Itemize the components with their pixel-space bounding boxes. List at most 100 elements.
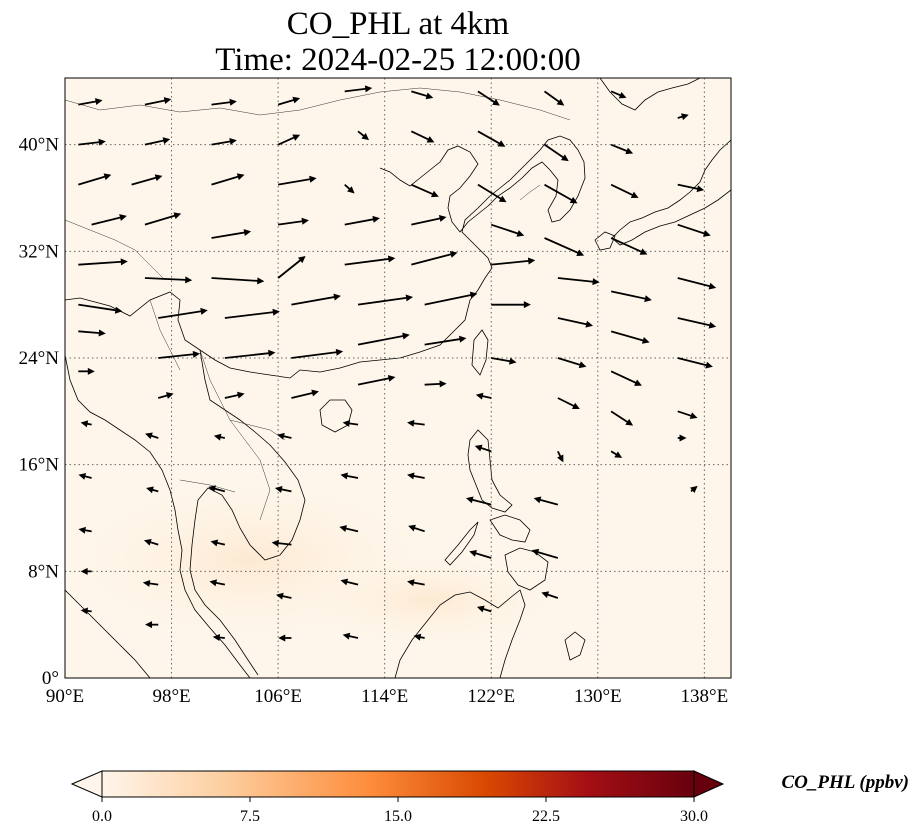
wind-arrow — [474, 444, 492, 453]
wind-arrow — [213, 433, 226, 441]
wind-arrow — [407, 472, 425, 480]
wind-arrow-shaft — [469, 498, 492, 506]
wind-arrow-shaft — [78, 303, 119, 312]
wind-arrow-head — [95, 98, 103, 105]
wind-arrow — [277, 134, 301, 146]
wind-arrow-head — [78, 526, 86, 534]
wind-arrow — [277, 256, 306, 279]
wind-arrow-head — [407, 472, 415, 480]
wind-arrow-head — [405, 294, 414, 302]
wind-arrow-shaft — [677, 183, 701, 191]
wind-arrow-head — [145, 432, 153, 440]
x-tick-label: 130°E — [574, 686, 622, 707]
wind-arrow-head — [690, 485, 698, 494]
wind-arrow — [342, 419, 359, 427]
x-tick-label: 114°E — [361, 686, 408, 707]
wind-arrow-shaft — [557, 357, 583, 367]
wind-arrow-shaft — [677, 317, 713, 327]
wind-arrow-head — [425, 92, 434, 100]
wind-arrow — [340, 472, 359, 480]
wind-arrow — [544, 143, 569, 162]
x-tick-label: 90°E — [46, 686, 84, 707]
wind-arrow-head — [185, 276, 193, 284]
wind-arrow — [131, 174, 163, 186]
wind-arrow — [276, 592, 292, 600]
wind-arrow-head — [465, 496, 474, 504]
wind-arrow-head — [78, 473, 87, 480]
wind-arrow-head — [625, 418, 634, 426]
wind-arrow — [357, 130, 370, 141]
wind-arrow — [78, 329, 106, 337]
wind-arrow-head — [200, 307, 208, 315]
wind-arrow-head — [523, 301, 531, 309]
wind-arrow-shaft — [277, 219, 306, 226]
y-tick-label: 16°N — [19, 455, 60, 476]
wind-arrow-head — [213, 433, 222, 441]
wind-arrow-head — [162, 137, 171, 145]
wind-arrow-head — [209, 579, 218, 587]
wind-arrow-shaft — [537, 498, 559, 506]
wind-arrow-shaft — [535, 550, 559, 559]
wind-arrow — [291, 293, 341, 306]
wind-arrow-shaft — [291, 391, 316, 399]
y-tick-label: 0° — [42, 668, 59, 689]
wind-arrow-head — [644, 295, 652, 303]
wind-arrow-head — [154, 174, 163, 182]
wind-arrow-head — [236, 173, 245, 181]
wind-arrow — [78, 526, 92, 534]
wind-arrow-shaft — [544, 143, 566, 160]
wind-arrow-shaft — [277, 177, 313, 186]
wind-arrow-shaft — [610, 330, 647, 343]
wind-arrow-shaft — [158, 353, 197, 359]
wind-arrow-shaft — [411, 252, 454, 266]
wind-arrow-head — [212, 634, 221, 642]
wind-arrow-head — [268, 349, 276, 357]
wind-arrow — [277, 217, 309, 226]
wind-arrow-head — [103, 173, 112, 181]
wind-arrow-head — [509, 357, 517, 365]
wind-arrow — [491, 301, 531, 309]
wind-arrow-head — [578, 361, 587, 369]
wind-arrow-head — [277, 432, 285, 440]
wind-arrow-shaft — [424, 337, 463, 346]
wind-arrow — [544, 237, 585, 256]
wind-arrow-head — [120, 258, 128, 266]
wind-arrow-head — [333, 293, 341, 301]
wind-arrow-head — [641, 337, 650, 344]
wind-arrow-head — [708, 321, 717, 329]
wind-arrow-shaft — [491, 259, 532, 266]
wind-arrow-head — [119, 214, 127, 221]
wind-arrow — [677, 317, 717, 329]
wind-arrow-head — [142, 579, 151, 587]
wind-arrow — [224, 349, 276, 359]
wind-arrow — [291, 348, 344, 359]
wind-arrow — [145, 621, 159, 629]
wind-arrow-head — [143, 538, 152, 546]
wind-arrow — [491, 357, 517, 365]
wind-arrow — [157, 392, 174, 399]
wind-arrow-shaft — [291, 351, 340, 359]
wind-arrow-shaft — [557, 277, 596, 283]
gridlines — [65, 78, 731, 678]
wind-arrow-head — [474, 444, 483, 452]
wind-arrow-shaft — [344, 217, 377, 226]
wind-arrow-head — [492, 98, 500, 106]
wind-arrow-head — [243, 229, 252, 237]
wind-arrow-head — [639, 248, 648, 255]
wind-arrow-head — [301, 217, 309, 225]
wind-arrow-shaft — [544, 183, 575, 203]
wind-arrow-head — [80, 607, 88, 615]
wind-arrow-head — [165, 392, 174, 399]
wind-arrow-shaft — [610, 370, 639, 385]
wind-arrow — [557, 357, 587, 369]
wind-arrow-head — [541, 591, 550, 599]
y-tick-label: 32°N — [19, 241, 60, 262]
concentration-haze — [290, 550, 570, 650]
wind-arrow-shaft — [144, 99, 168, 106]
wind-arrow-head — [569, 196, 578, 204]
wind-arrow — [410, 130, 435, 143]
wind-arrow-shaft — [543, 90, 562, 105]
wind-arrow-head — [634, 379, 642, 386]
wind-arrow-head — [278, 634, 286, 642]
wind-arrow-shaft — [357, 334, 406, 346]
